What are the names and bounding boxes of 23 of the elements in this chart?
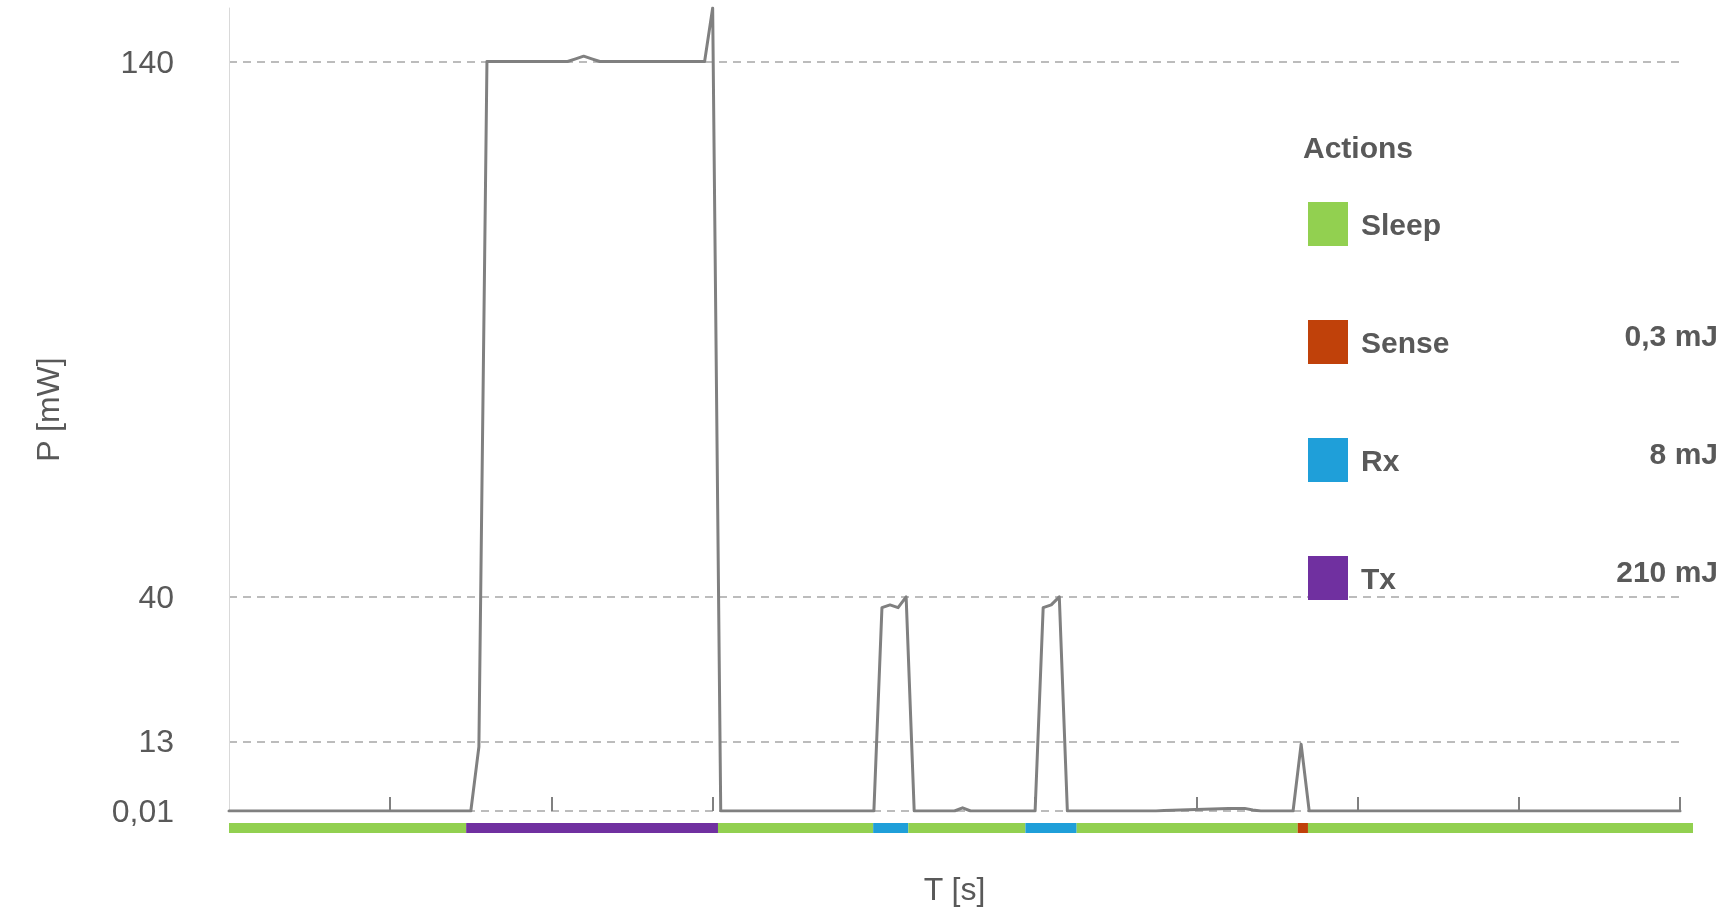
x-axis-title: T [s] [923,871,986,907]
bar [1025,823,1077,833]
annotation: 210 mJ [1616,554,1718,588]
legend-label: Sense [1361,325,1450,359]
bar [1076,823,1298,833]
bar [908,823,1026,833]
y-tick-label: 13 [138,723,174,760]
bar [1307,823,1693,833]
bar [229,823,467,833]
bar [466,823,718,833]
bar [717,823,874,833]
bar [1297,823,1308,833]
annotation: 0,3 mJ [1624,318,1719,352]
y-axis-title: P [mW] [30,357,66,462]
legend-label: Sleep [1361,207,1442,241]
y-tick-label: 0,01 [111,793,174,829]
y-tick-label: 140 [120,43,174,80]
legend-title: Actions [1303,130,1414,164]
annotation: 8 mJ [1649,436,1719,470]
legend-label: Tx [1361,561,1397,595]
y-tick-label: 40 [138,578,174,615]
bar [873,823,909,833]
legend-label: Rx [1361,443,1400,477]
